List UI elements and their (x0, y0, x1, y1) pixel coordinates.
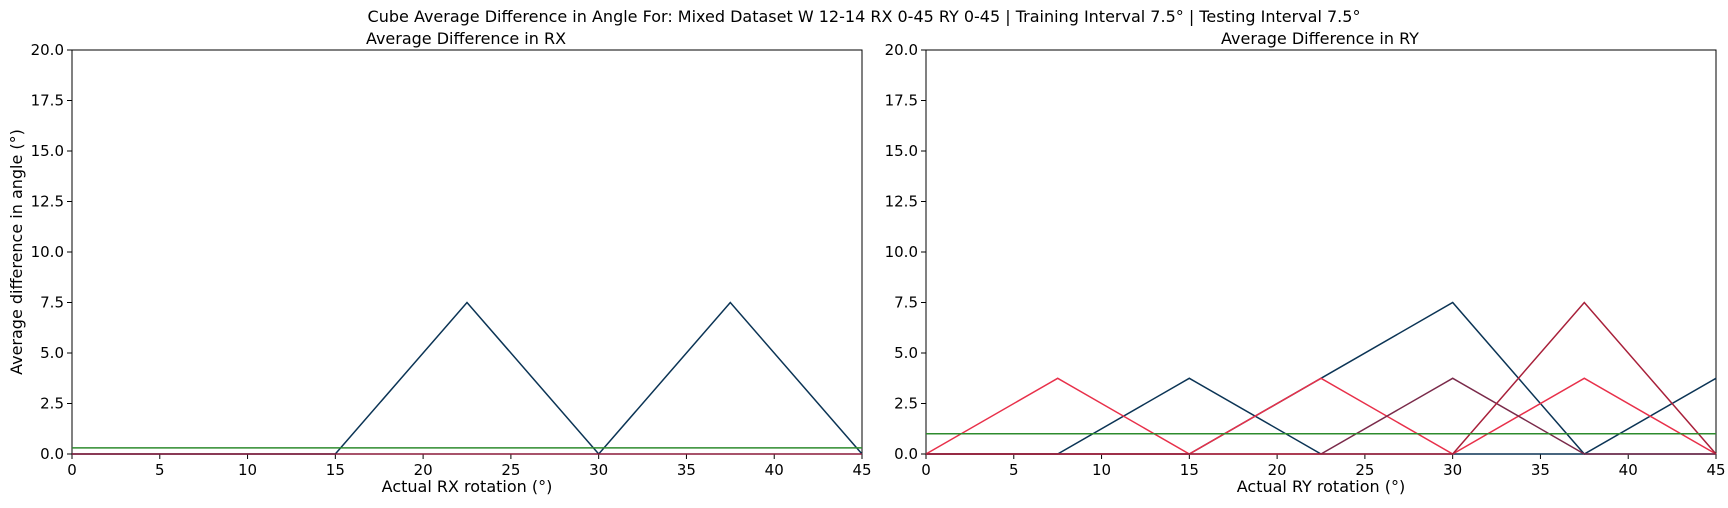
rx-x-tick-label: 0 (67, 461, 77, 479)
ry-y-tick-label: 20.0 (885, 41, 918, 59)
rx-y-tick-label: 10.0 (31, 243, 64, 261)
rx-y-tick-label: 5.0 (40, 344, 64, 362)
ry-axes-frame (925, 49, 1717, 455)
rx-x-tick-label: 35 (677, 461, 696, 479)
rx-x-tick-label: 20 (414, 461, 433, 479)
ry-x-tick-label: 35 (1531, 461, 1550, 479)
ry-series-line-1 (926, 377, 1716, 455)
ry-x-tick-label: 20 (1268, 461, 1287, 479)
ry-x-tick-label: 10 (1092, 461, 1111, 479)
rx-x-tick-label: 15 (326, 461, 345, 479)
ry-x-tick-label: 15 (1180, 461, 1199, 479)
ry-x-tick-label: 30 (1443, 461, 1462, 479)
ry-series-group (925, 301, 1717, 455)
rx-y-axis-label: Average difference in angle (°) (7, 129, 26, 375)
ry-y-tick-label: 10.0 (885, 243, 918, 261)
ry-y-tick-label: 2.5 (894, 395, 918, 413)
rx-x-tick-label: 25 (501, 461, 520, 479)
rx-y-tick-label: 17.5 (31, 92, 64, 110)
ry-x-tick-label: 25 (1355, 461, 1374, 479)
ry-x-axis-label: Actual RY rotation (°) (1237, 477, 1405, 496)
rx-y-tick-label: 15.0 (31, 142, 64, 160)
rx-axes-title: Average Difference in RX (366, 29, 566, 48)
rx-series-line-1 (72, 301, 863, 456)
ry-series-line-3 (925, 377, 1717, 455)
figure-title: Cube Average Difference in Angle For: Mi… (368, 7, 1361, 26)
rx-x-tick-label: 5 (155, 461, 165, 479)
rx-x-ticks: 0 5 10 15 20 25 30 35 40 45 (67, 454, 872, 479)
ry-axes-title: Average Difference in RY (1221, 29, 1419, 48)
ry-series-line-4 (926, 377, 1716, 455)
rx-x-tick-label: 45 (852, 461, 871, 479)
rx-axes-frame (71, 49, 863, 455)
ry-x-tick-label: 45 (1706, 461, 1725, 479)
ry-y-tick-label: 5.0 (894, 344, 918, 362)
rx-y-tick-label: 20.0 (31, 41, 64, 59)
rx-y-tick-label: 12.5 (31, 193, 64, 211)
rx-x-axis-label: Actual RX rotation (°) (382, 477, 553, 496)
ry-x-tick-label: 5 (1009, 461, 1019, 479)
rx-y-tick-label: 7.5 (40, 294, 64, 312)
rx-x-tick-label: 10 (238, 461, 257, 479)
ry-x-tick-label: 40 (1619, 461, 1638, 479)
rx-y-tick-label: 0.0 (40, 445, 64, 463)
rx-y-tick-label: 2.5 (40, 395, 64, 413)
ry-y-tick-label: 15.0 (885, 142, 918, 160)
ry-y-tick-label: 12.5 (885, 193, 918, 211)
rx-axes: Average Difference in RX 0 5 10 15 20 25 30 35 4… (7, 29, 872, 496)
ry-y-tick-label: 0.0 (894, 445, 918, 463)
ry-y-tick-label: 7.5 (894, 294, 918, 312)
rx-series-group (72, 301, 863, 456)
ry-axes: Average Difference in RY 0 5 10 15 20 25 30 35 4… (885, 29, 1726, 496)
ry-x-tick-label: 0 (921, 461, 931, 479)
rx-x-tick-label: 30 (589, 461, 608, 479)
ry-series-line-5 (926, 301, 1717, 455)
ry-y-tick-label: 17.5 (885, 92, 918, 110)
rx-x-tick-label: 40 (765, 461, 784, 479)
ry-y-ticks: 0.0 2.5 5.0 7.5 10.0 12.5 15.0 17.5 20.0 (885, 41, 926, 463)
rx-y-ticks: 0.0 2.5 5.0 7.5 10.0 12.5 15.0 17.5 20.0 (31, 41, 72, 463)
ry-x-ticks: 0 5 10 15 20 25 30 35 40 45 (921, 454, 1726, 479)
